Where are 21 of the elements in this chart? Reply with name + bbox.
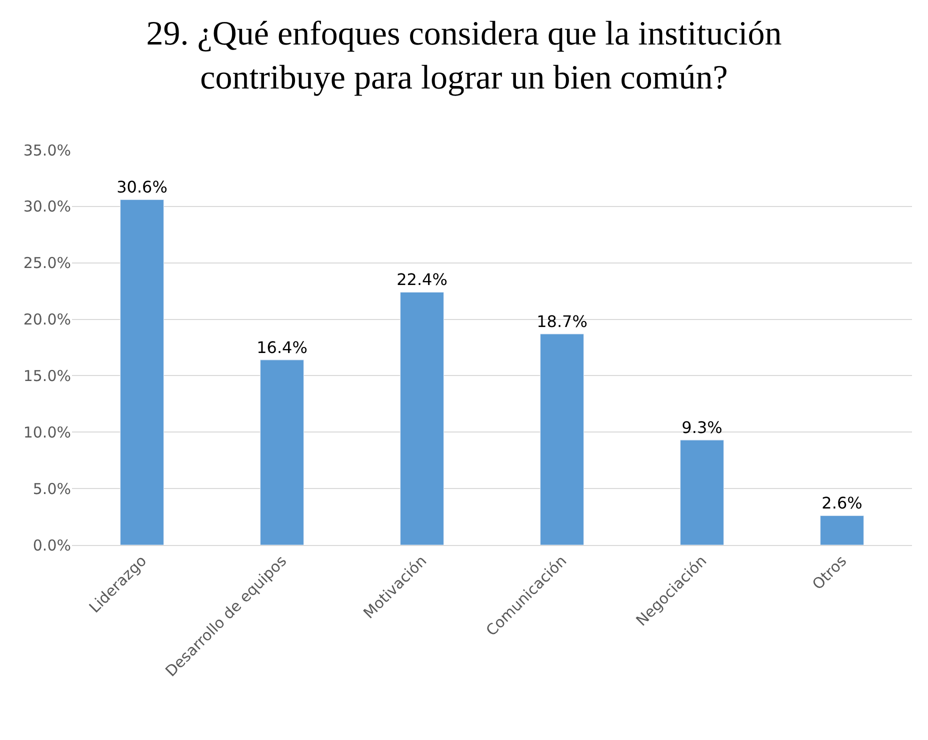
y-tick-label: 20.0%	[23, 310, 71, 329]
y-tick-label: 35.0%	[23, 141, 71, 160]
data-label: 30.6%	[116, 178, 168, 197]
y-tick-label: 5.0%	[32, 480, 71, 498]
bar	[120, 199, 164, 545]
bar	[400, 292, 444, 545]
data-label: 9.3%	[682, 418, 722, 438]
bar	[680, 440, 724, 545]
data-label: 18.7%	[536, 312, 588, 331]
data-label: 2.6%	[822, 494, 862, 513]
y-tick-label: 10.0%	[23, 423, 71, 442]
data-label: 16.4%	[256, 338, 308, 357]
y-tick-label: 0.0%	[32, 536, 71, 554]
bar	[820, 515, 864, 545]
data-label: 22.4%	[396, 270, 448, 290]
y-tick-label: 25.0%	[23, 254, 71, 272]
y-tick-label: 15.0%	[23, 366, 71, 385]
bar	[540, 334, 584, 545]
bar	[260, 360, 304, 545]
chart-title: 29. ¿Qué enfoques considera que la institución contribuye para lograr un bien común?	[146, 15, 782, 97]
y-tick-label: 30.0%	[23, 198, 71, 216]
